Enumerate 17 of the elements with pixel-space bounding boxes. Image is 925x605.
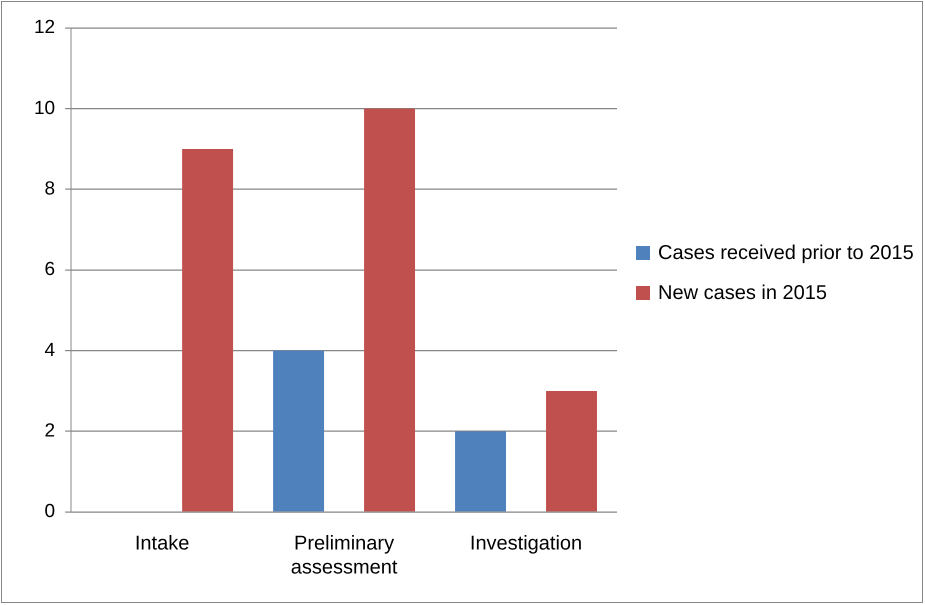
x-tick-label: Preliminary assessment (290, 532, 398, 579)
legend-label: Cases received prior to 2015 (658, 241, 914, 266)
bar (546, 391, 597, 512)
bar (364, 108, 416, 512)
x-tick-label: Investigation (470, 532, 582, 555)
x-tick-label: Intake (134, 532, 190, 555)
y-tick-label: 6 (44, 259, 56, 280)
y-tick-label: 0 (44, 501, 56, 522)
y-tick-label: 12 (34, 17, 56, 38)
legend-label: New cases in 2015 (658, 281, 827, 306)
y-tick-label: 10 (34, 98, 56, 119)
y-tick-label: 8 (44, 178, 56, 200)
bar (273, 350, 324, 512)
bar (182, 149, 234, 512)
y-tick-label: 2 (44, 420, 56, 442)
bar (455, 431, 506, 512)
y-tick-label: 4 (44, 340, 56, 361)
